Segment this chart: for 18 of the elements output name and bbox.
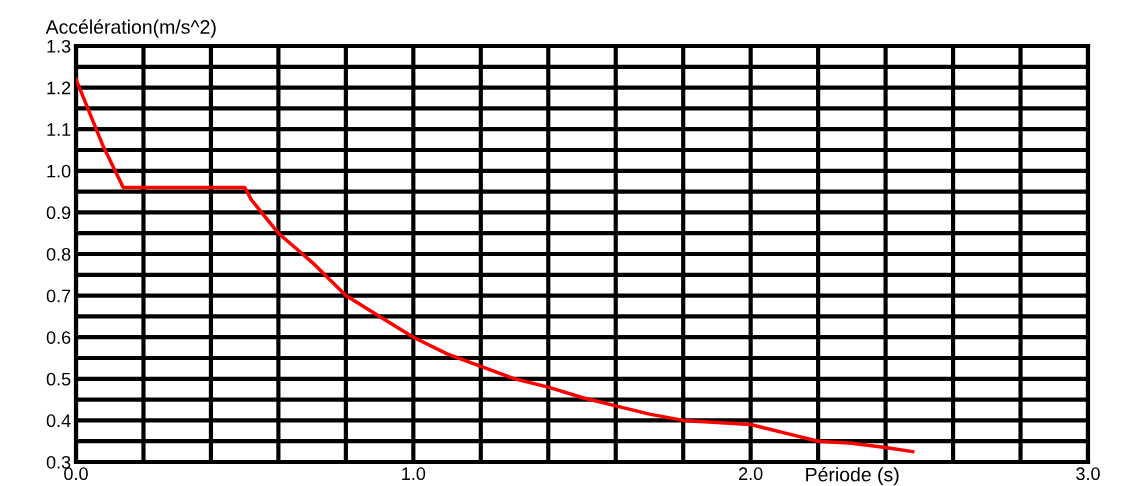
y-tick-label: 0.7 bbox=[46, 289, 71, 303]
y-tick-label: 1.3 bbox=[47, 39, 71, 53]
y-tick-label: 0.6 bbox=[46, 331, 71, 344]
y-tick-label: 1.0 bbox=[47, 164, 71, 178]
line-series bbox=[76, 77, 915, 454]
y-axis-title: Accélération(m/s^2) bbox=[45, 19, 216, 38]
y-tick-label: 1.2 bbox=[47, 81, 71, 95]
x-tick-label: 3.0 bbox=[1076, 467, 1100, 481]
x-axis-title: Période (s) bbox=[806, 466, 899, 486]
x-tick-label: 2.0 bbox=[739, 467, 763, 481]
y-tick-label: 0.3 bbox=[46, 455, 71, 469]
x-tick-label: 1.0 bbox=[402, 467, 426, 481]
y-tick-label: 1.1 bbox=[47, 123, 71, 136]
y-tick-label: 0.4 bbox=[46, 414, 71, 428]
y-tick-label: 0.8 bbox=[46, 247, 71, 261]
y-tick-label: 0.5 bbox=[46, 372, 71, 386]
x-tick-label: 0.0 bbox=[64, 467, 88, 481]
y-tick-label: 0.9 bbox=[46, 206, 71, 220]
